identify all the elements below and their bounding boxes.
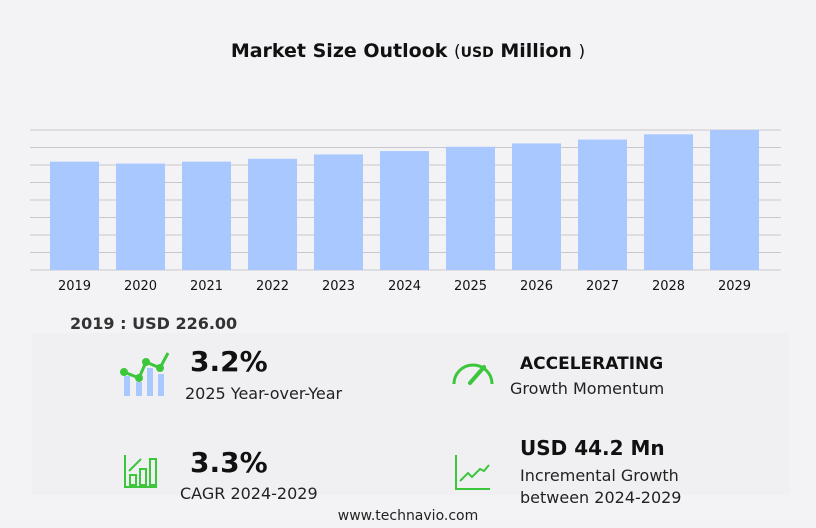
yoy-label: 2025 Year-over-Year	[185, 384, 343, 403]
incremental-label-2: between 2024-2029	[520, 488, 682, 507]
x-tick-label: 2019	[58, 279, 91, 294]
bar-2021	[182, 161, 231, 270]
cagr-value: 3.3%	[190, 446, 268, 479]
title-main: Market Size Outlook	[230, 40, 448, 62]
x-tick-label: 2025	[454, 279, 487, 294]
bar-2026	[512, 143, 561, 270]
title-paren-open: (	[454, 42, 461, 62]
bar-growth-icon	[124, 455, 157, 488]
bar-2019	[50, 161, 99, 270]
x-tick-label: 2026	[520, 279, 553, 294]
x-tick-label: 2027	[586, 279, 619, 294]
bar-2027	[578, 139, 627, 270]
bar-2023	[314, 154, 363, 270]
trend-line-icon	[455, 455, 490, 490]
x-tick-label: 2022	[256, 279, 289, 294]
bar-2024	[380, 151, 429, 270]
bar-2022	[248, 158, 297, 270]
x-tick-label: 2029	[718, 279, 751, 294]
bar-2020	[116, 163, 165, 270]
bar-2025	[446, 146, 495, 270]
x-tick-label: 2020	[124, 279, 157, 294]
x-tick-label: 2021	[190, 279, 223, 294]
incremental-value: USD 44.2 Mn	[520, 436, 665, 460]
bar-2029	[710, 130, 759, 270]
stats-panel	[32, 333, 790, 495]
bar-chart: 2019 2020 2021 2022 2023 2024 2025 2026 2027 2028…	[30, 129, 781, 294]
x-tick-label: 2028	[652, 279, 685, 294]
bar-2028	[644, 134, 693, 270]
x-tick-label: 2023	[322, 279, 355, 294]
x-tick-label: 2024	[388, 279, 421, 294]
chart-title: Market Size Outlook (USD Million )	[0, 40, 816, 62]
momentum-value: ACCELERATING	[520, 354, 664, 374]
yoy-value: 3.2%	[190, 345, 268, 378]
footer-url[interactable]: www.technavio.com	[337, 508, 479, 524]
cagr-label: CAGR 2024-2029	[180, 484, 318, 503]
incremental-label-1: Incremental Growth	[520, 466, 679, 485]
title-unit2: Million	[500, 40, 572, 62]
title-paren-close: )	[578, 42, 586, 62]
base-year-label: 2019 : USD 226.00	[70, 314, 238, 333]
momentum-label: Growth Momentum	[510, 379, 665, 398]
speedometer-icon	[452, 363, 494, 385]
growth-chart-icon	[120, 352, 170, 396]
title-unit: USD	[460, 45, 494, 61]
